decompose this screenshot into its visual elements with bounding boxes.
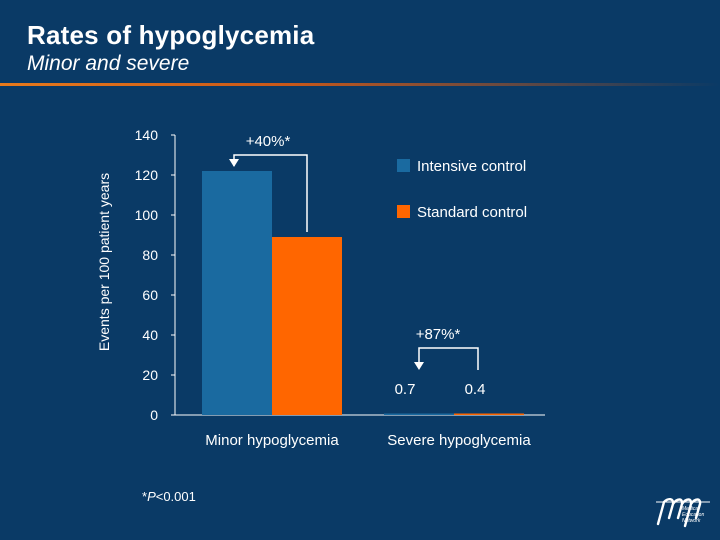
title-divider bbox=[0, 83, 720, 86]
y-tick-label: 100 bbox=[135, 207, 159, 223]
annotation-minor: +40%* bbox=[246, 133, 291, 150]
bar-intensive-severe bbox=[384, 413, 454, 415]
y-tick-label: 140 bbox=[135, 127, 159, 143]
legend-swatch-standard bbox=[397, 205, 410, 218]
annotation-bracket-severe bbox=[418, 347, 479, 370]
logo-line-3: Network bbox=[682, 518, 701, 524]
footnote-p: P bbox=[147, 489, 156, 504]
legend-swatch-intensive bbox=[397, 159, 410, 172]
mmn-logo: mmn bbox=[656, 498, 710, 528]
y-tick-label: 0 bbox=[150, 407, 158, 423]
logo-line-1: Medical bbox=[682, 506, 700, 512]
footnote-value: <0.001 bbox=[155, 489, 196, 504]
y-tick-label: 80 bbox=[142, 247, 158, 263]
x-category-label: Minor hypoglycemia bbox=[205, 432, 339, 449]
logo-text: Medical Education Network bbox=[682, 506, 704, 524]
y-tick-label: 20 bbox=[142, 367, 158, 383]
legend-label-standard: Standard control bbox=[417, 204, 527, 221]
page-title: Rates of hypoglycemia bbox=[27, 20, 315, 50]
y-tick-label: 120 bbox=[135, 167, 159, 183]
x-category-label: Severe hypoglycemia bbox=[387, 432, 531, 449]
logo-line-2: Education bbox=[682, 512, 705, 518]
value-label-standard-severe: 0.4 bbox=[465, 381, 486, 398]
annotation-severe: +87%* bbox=[416, 326, 461, 343]
page-subtitle: Minor and severe bbox=[27, 52, 190, 75]
bar-intensive-minor bbox=[202, 171, 272, 415]
bar-standard-severe bbox=[454, 413, 524, 415]
legend-label-intensive: Intensive control bbox=[417, 158, 526, 175]
y-tick-label: 60 bbox=[142, 287, 158, 303]
y-tick-label: 40 bbox=[142, 327, 158, 343]
annotation-arrow-severe bbox=[414, 362, 424, 370]
value-label-intensive-severe: 0.7 bbox=[395, 381, 416, 398]
annotation-arrow-minor bbox=[229, 159, 239, 167]
footnote-star: * bbox=[142, 489, 148, 504]
footnote: *P<0.001 bbox=[142, 489, 196, 504]
y-axis-label: Events per 100 patient years bbox=[96, 173, 112, 351]
bar-standard-minor bbox=[272, 237, 342, 415]
